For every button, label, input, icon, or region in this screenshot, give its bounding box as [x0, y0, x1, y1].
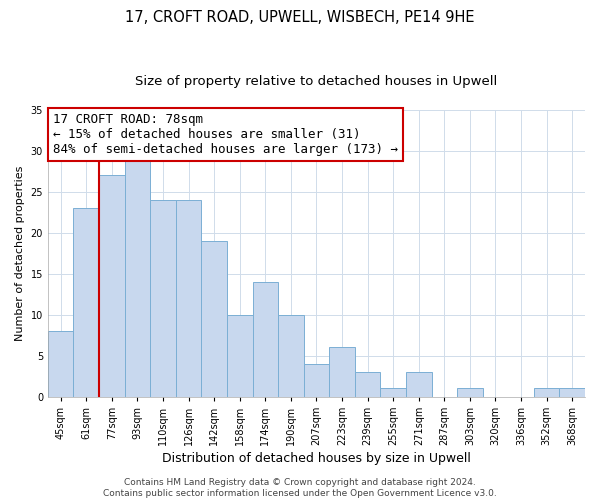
X-axis label: Distribution of detached houses by size in Upwell: Distribution of detached houses by size … [162, 452, 471, 465]
Bar [406, 372, 431, 396]
Bar [150, 200, 176, 396]
Bar [202, 241, 227, 396]
Title: Size of property relative to detached houses in Upwell: Size of property relative to detached ho… [136, 75, 497, 88]
Bar [99, 176, 125, 396]
Y-axis label: Number of detached properties: Number of detached properties [15, 166, 25, 341]
Bar [304, 364, 329, 396]
Bar [125, 159, 150, 396]
Bar [534, 388, 559, 396]
Bar [380, 388, 406, 396]
Text: Contains HM Land Registry data © Crown copyright and database right 2024.
Contai: Contains HM Land Registry data © Crown c… [103, 478, 497, 498]
Bar [176, 200, 202, 396]
Text: 17, CROFT ROAD, UPWELL, WISBECH, PE14 9HE: 17, CROFT ROAD, UPWELL, WISBECH, PE14 9H… [125, 10, 475, 25]
Bar [227, 314, 253, 396]
Bar [48, 331, 73, 396]
Bar [355, 372, 380, 396]
Bar [559, 388, 585, 396]
Bar [73, 208, 99, 396]
Bar [253, 282, 278, 397]
Bar [457, 388, 482, 396]
Bar [329, 348, 355, 397]
Text: 17 CROFT ROAD: 78sqm
← 15% of detached houses are smaller (31)
84% of semi-detac: 17 CROFT ROAD: 78sqm ← 15% of detached h… [53, 113, 398, 156]
Bar [278, 314, 304, 396]
